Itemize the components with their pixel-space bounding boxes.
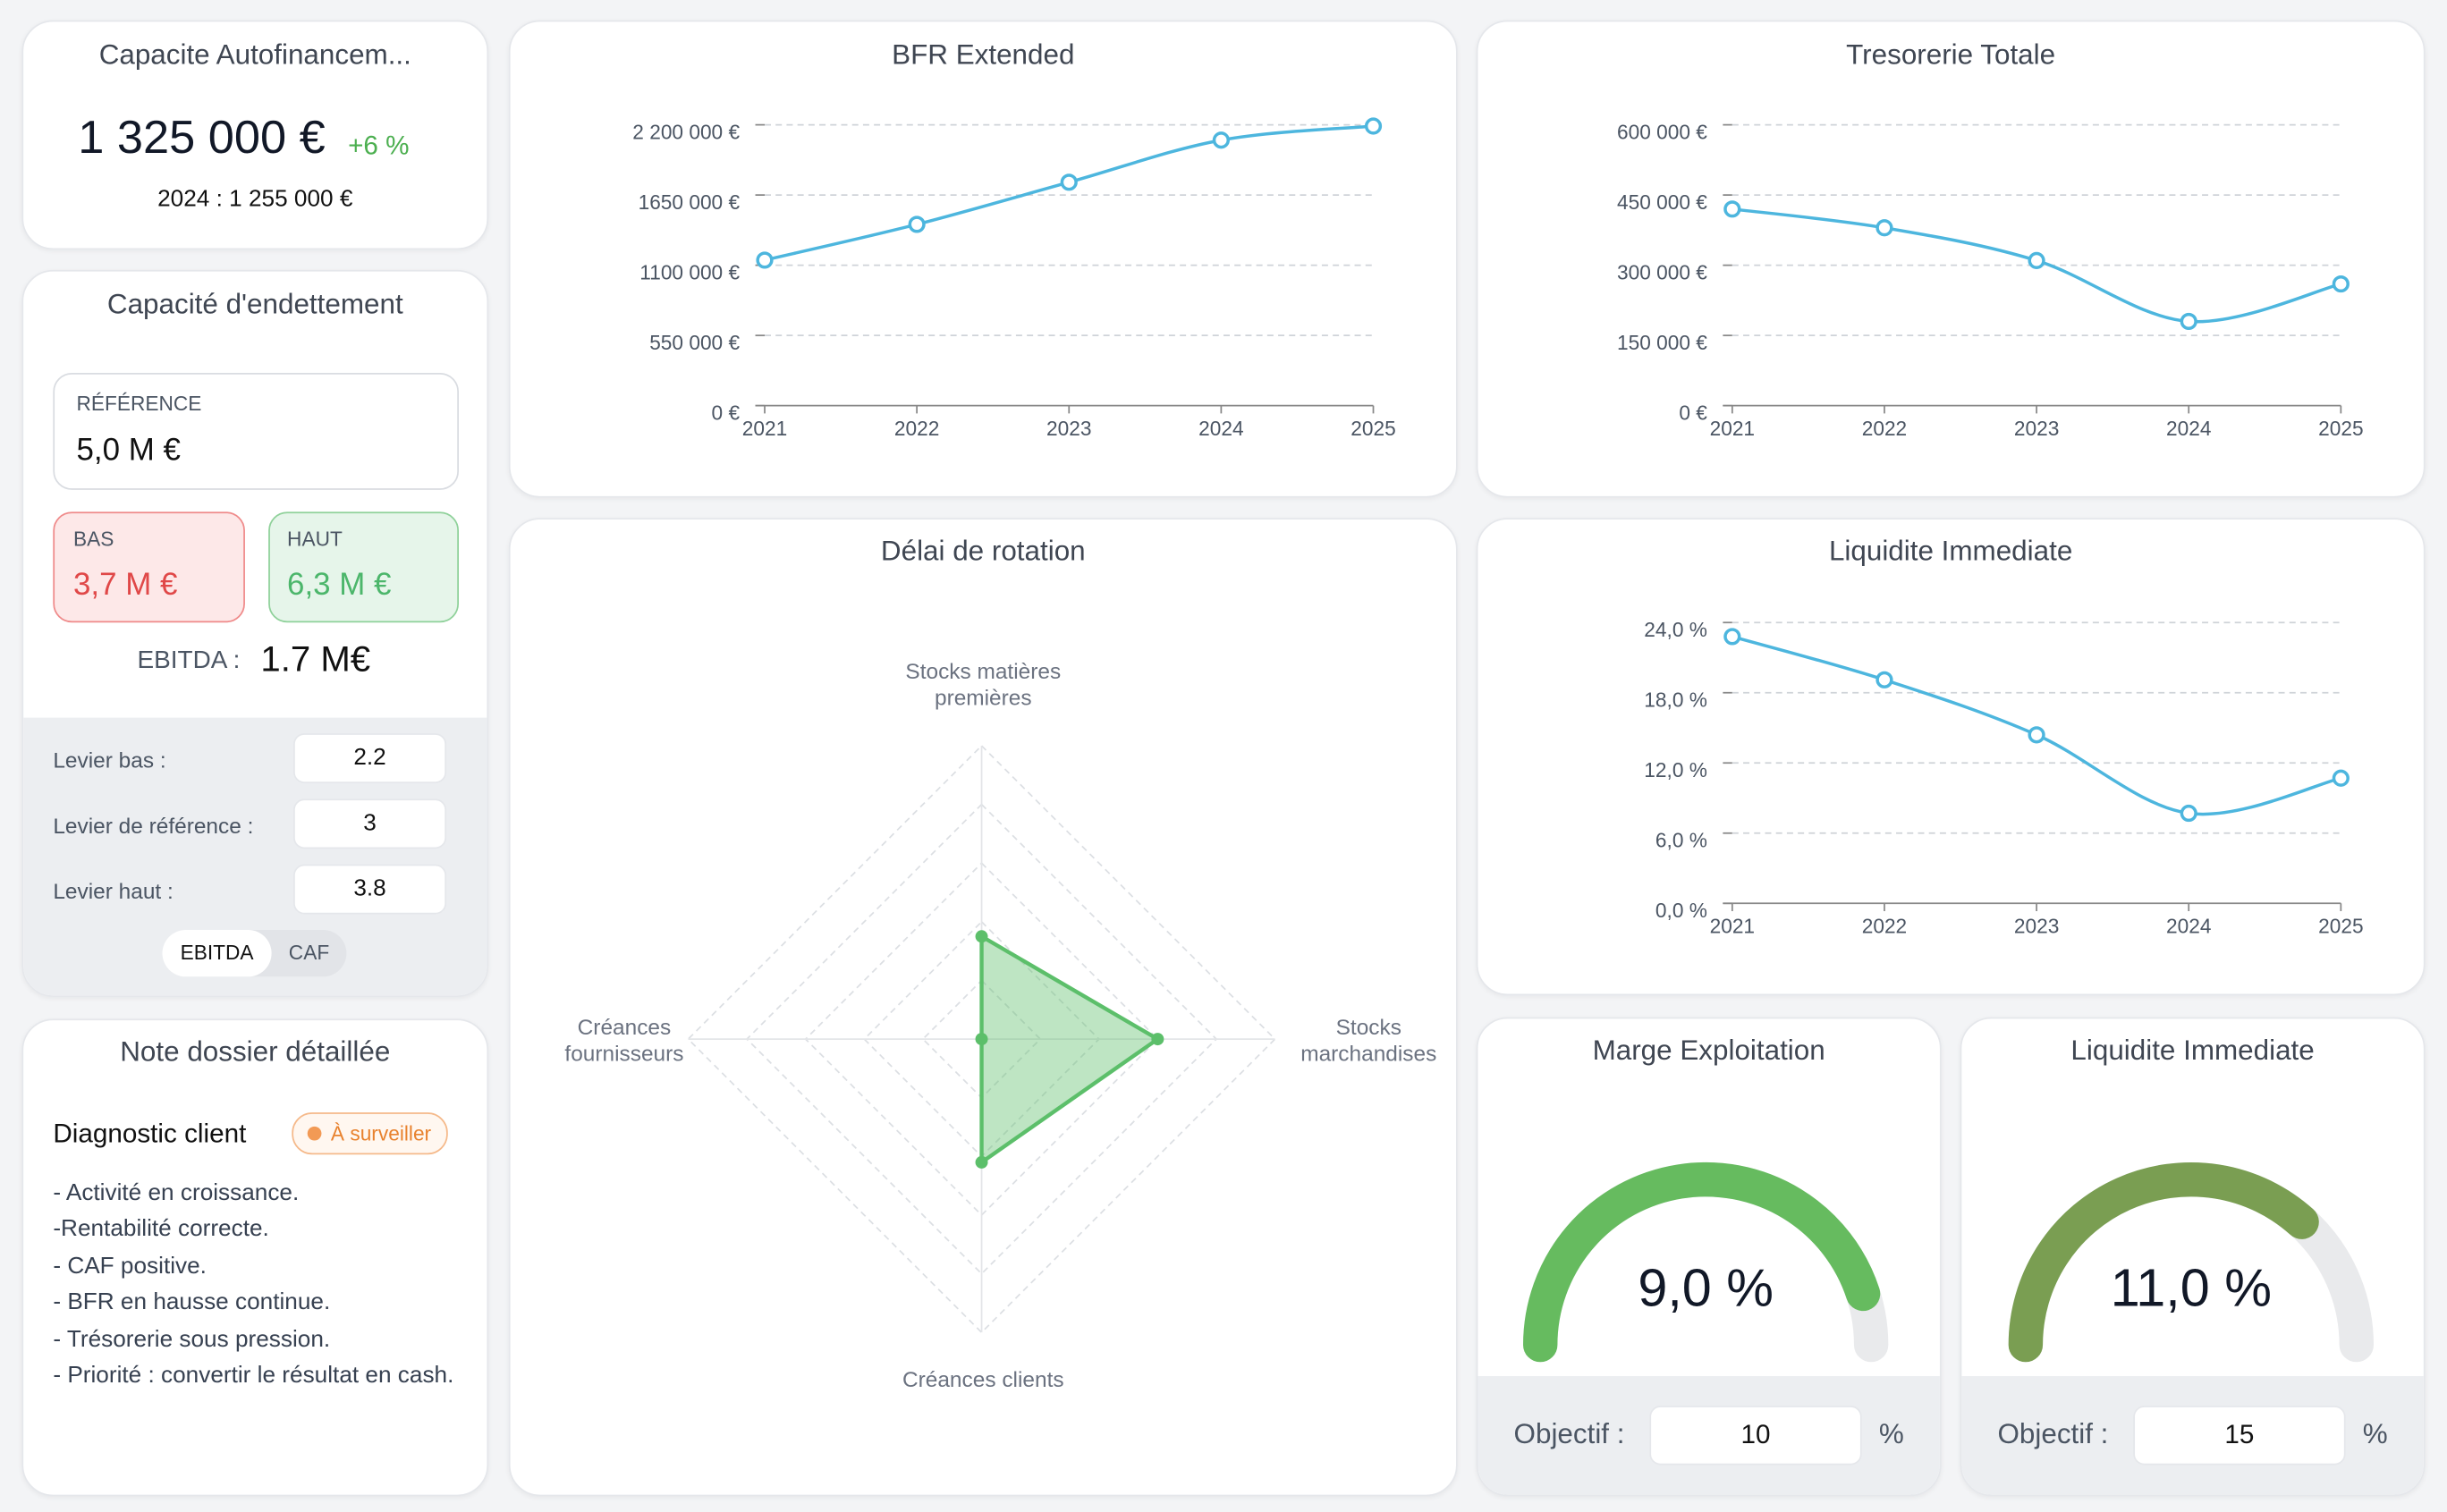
chart-title: BFR Extended [892, 38, 1075, 71]
target-unit: % [1878, 1418, 1904, 1450]
badge-dot [307, 1126, 322, 1141]
chart-title: Liquidite Immediate [2070, 1034, 2315, 1066]
reference-box: RÉFÉRENCE 5,0 M € [53, 373, 460, 490]
bas-label: BAS [73, 527, 114, 551]
caf-previous: 2024 : 1 255 000 € [157, 185, 353, 213]
note-subtitle: Diagnostic client [53, 1119, 247, 1149]
chart-card: BFR Extended [508, 20, 1458, 498]
ebitda-label: EBITDA : [137, 647, 241, 674]
radar-axis-label: Créances fournisseurs [564, 1014, 684, 1066]
target-unit: % [2362, 1418, 2388, 1450]
radar-axis-label: Stocks marchandises [1300, 1014, 1437, 1066]
badge-text: À surveiller [330, 1121, 432, 1145]
haut-value: 6,3 M € [287, 568, 392, 603]
gauge-card: Liquidite Immediate Objectif : 15 % [1960, 1017, 2426, 1497]
gauge-footer: Objectif : 10 % [1478, 1376, 1940, 1495]
reference-value: 5,0 M € [76, 434, 181, 469]
caf-card: Capacite Autofinancem... 1 325 000 € +6 … [21, 20, 489, 250]
chart-title: Tresorerie Totale [1846, 38, 2056, 71]
chart-title: Délai de rotation [880, 535, 1086, 567]
endettement-card: Capacité d'endettement RÉFÉRENCE 5,0 M €… [21, 269, 489, 997]
toggle: EBITDA CAF [162, 929, 347, 977]
caf-value: 1 325 000 € [78, 112, 326, 165]
ebitda-value: 1.7 M€ [260, 638, 371, 680]
note-line: - BFR en hausse continue. [53, 1288, 331, 1316]
note-line: -Rentabilité correcte. [53, 1215, 269, 1243]
target-label: Objectif : [1997, 1418, 2109, 1450]
note-line: - Priorité : convertir le résultat en ca… [53, 1362, 454, 1390]
target-label: Objectif : [1513, 1418, 1625, 1450]
card-title: Capacite Autofinancem... [98, 38, 411, 71]
note-line: - Activité en croissance. [53, 1179, 300, 1206]
haut-box: HAUT 6,3 M € [268, 511, 460, 623]
chart-card: Tresorerie Totale [1476, 20, 2426, 498]
levier-input[interactable]: 3.8 [293, 864, 447, 915]
gauge-card: Marge Exploitation Objectif : 10 % [1476, 1017, 1942, 1497]
caf-change: +6 % [348, 131, 410, 161]
note-card: Note dossier détaillée Diagnostic client… [21, 1018, 489, 1497]
haut-label: HAUT [287, 527, 343, 551]
levier-input[interactable]: 3 [293, 798, 447, 849]
levier-label: Levier de référence : [53, 813, 254, 839]
chart-card: Délai de rotation Stocks matières premiè… [508, 518, 1458, 1497]
target-input[interactable]: 10 [1649, 1406, 1862, 1466]
radar-axis-label: Créances clients [902, 1366, 1064, 1392]
chart-title: Liquidite Immediate [1828, 535, 2073, 567]
bas-value: 3,7 M € [73, 568, 178, 603]
card-title: Capacité d'endettement [106, 288, 403, 320]
chart-title: Marge Exploitation [1592, 1034, 1825, 1066]
gauge-footer: Objectif : 15 % [1961, 1376, 2424, 1495]
bas-box: BAS 3,7 M € [53, 511, 245, 623]
chart-card: Liquidite Immediate [1476, 518, 2426, 996]
target-input[interactable]: 15 [2133, 1406, 2346, 1466]
levier-label: Levier haut : [53, 878, 174, 904]
toggle-option[interactable]: CAF [288, 941, 330, 965]
badge: À surveiller [292, 1112, 449, 1155]
note-line: - CAF positive. [53, 1252, 207, 1280]
radar-axis-label: Stocks matières premières [905, 658, 1062, 710]
reference-label: RÉFÉRENCE [76, 391, 202, 416]
levier-label: Levier bas : [53, 747, 166, 773]
note-line: - Trésorerie sous pression. [53, 1325, 331, 1353]
card-title: Note dossier détaillée [120, 1035, 391, 1068]
note-lines: - Activité en croissance. -Rentabilité c… [53, 1175, 459, 1394]
levier-input[interactable]: 2.2 [293, 733, 447, 783]
levier-panel: Levier bas : 2.2 Levier de référence : 3… [23, 717, 487, 996]
toggle-option[interactable]: EBITDA [162, 929, 272, 977]
